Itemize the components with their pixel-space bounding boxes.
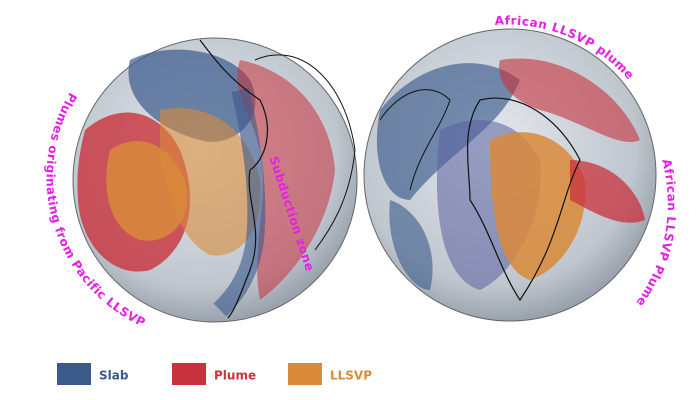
legend-label: LLSVP xyxy=(330,369,372,383)
legend: Slab Plume LLSVP xyxy=(57,363,372,385)
right-globe xyxy=(363,28,657,322)
legend-swatch xyxy=(57,363,91,385)
legend-swatch xyxy=(288,363,322,385)
legend-label: Plume xyxy=(214,369,256,383)
legend-swatch xyxy=(172,363,206,385)
left-globe xyxy=(72,37,358,323)
legend-label: Slab xyxy=(99,369,129,383)
